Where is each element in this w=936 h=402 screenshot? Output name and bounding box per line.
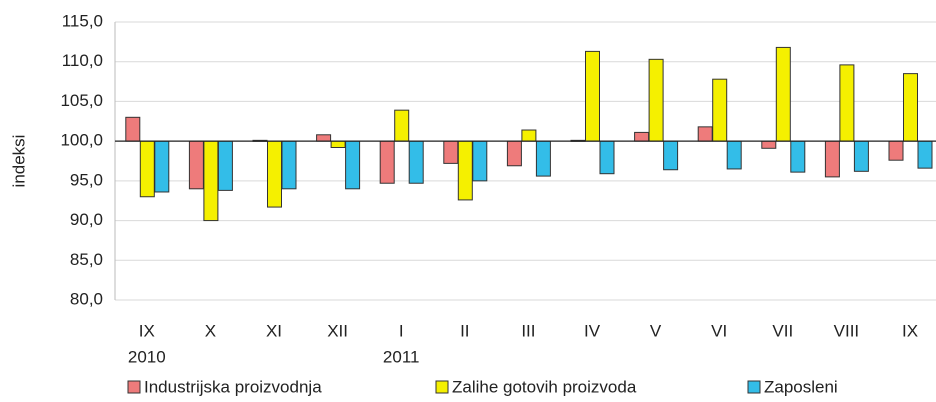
- legend-swatch: [127, 380, 141, 394]
- bar: [521, 129, 537, 142]
- x-tick-label: IX: [139, 321, 155, 340]
- bar: [917, 140, 933, 169]
- y-tick-label: 110,0: [62, 51, 103, 70]
- x-tick-label: IV: [584, 321, 601, 340]
- x-tick-label: VIII: [834, 321, 860, 340]
- bar: [535, 140, 551, 177]
- bar: [839, 64, 855, 142]
- x-tick-label: VI: [711, 321, 727, 340]
- y-tick-label: 90,0: [70, 210, 103, 229]
- bar: [888, 140, 904, 161]
- bar: [824, 140, 840, 178]
- bar: [761, 140, 777, 149]
- bar: [281, 140, 297, 190]
- bar: [125, 116, 141, 142]
- y-tick-label: 95,0: [70, 170, 103, 189]
- bar: [903, 73, 918, 142]
- bar: [345, 140, 361, 190]
- bar: [726, 140, 742, 170]
- y-tick-label: 100,0: [60, 131, 103, 150]
- legend-label: Industrijska proizvodnja: [144, 377, 322, 396]
- legend-swatch: [435, 380, 449, 394]
- y-axis-label: indeksi: [9, 135, 28, 188]
- bar: [154, 140, 170, 193]
- x-tick-label: X: [205, 321, 216, 340]
- y-tick-label: 115,0: [62, 11, 103, 30]
- legend-label: Zalihe gotovih proizvoda: [452, 377, 637, 396]
- x-tick-label: I: [399, 321, 404, 340]
- y-tick-label: 80,0: [70, 289, 103, 308]
- legend-label: Zaposleni: [764, 377, 838, 396]
- year-label: 2010: [128, 347, 166, 366]
- x-tick-label: II: [460, 321, 469, 340]
- bar: [330, 140, 346, 148]
- bar: [188, 140, 204, 190]
- bar: [394, 109, 410, 142]
- bar: [457, 140, 473, 201]
- bar: [775, 46, 791, 142]
- bar: [408, 140, 424, 184]
- bar: [599, 140, 615, 175]
- bar: [712, 78, 728, 142]
- bar: [139, 140, 155, 198]
- y-tick-label: 85,0: [70, 250, 103, 269]
- bar: [648, 58, 664, 142]
- bar: [379, 140, 395, 184]
- bar: [267, 140, 282, 208]
- y-tick-label: 105,0: [60, 91, 103, 110]
- x-tick-label: III: [521, 321, 535, 340]
- x-tick-label: IX: [902, 321, 918, 340]
- bar: [697, 126, 713, 142]
- bar: [203, 140, 219, 222]
- legend-swatch: [747, 380, 761, 394]
- bar: [634, 131, 650, 142]
- bar: [585, 50, 600, 142]
- x-tick-label: XI: [266, 321, 282, 340]
- bar: [443, 140, 459, 164]
- bar: [506, 140, 522, 167]
- bar: [790, 140, 806, 173]
- bar: [663, 140, 679, 171]
- bar: [217, 140, 233, 191]
- bar: [316, 134, 332, 142]
- bar: [853, 140, 869, 172]
- bar: [472, 140, 488, 182]
- x-tick-label: V: [650, 321, 662, 340]
- year-label: 2011: [383, 347, 420, 366]
- x-tick-label: VII: [772, 321, 793, 340]
- x-tick-label: XII: [327, 321, 348, 340]
